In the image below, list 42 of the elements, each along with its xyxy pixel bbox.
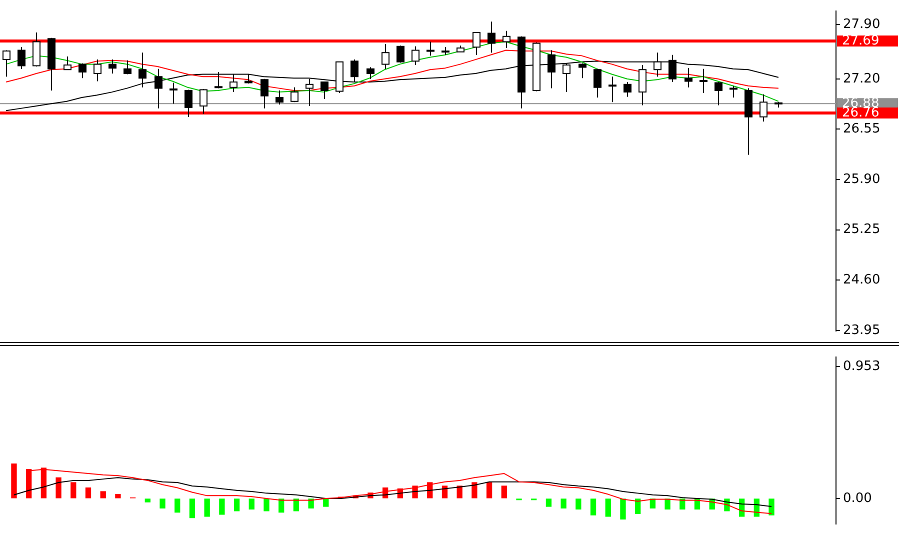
bar <box>442 486 448 498</box>
bar <box>56 477 62 498</box>
bar <box>204 498 210 517</box>
bar <box>635 498 641 514</box>
bar <box>248 498 254 510</box>
bar <box>70 482 76 498</box>
bar <box>174 498 180 513</box>
bar <box>144 498 150 502</box>
y-tick-label: 0.953 <box>843 358 880 374</box>
bar <box>85 487 92 498</box>
bar <box>234 498 240 512</box>
bar <box>264 498 270 512</box>
bar <box>680 498 686 510</box>
y-tick-label: 27.90 <box>843 17 880 32</box>
y-tick-label: 24.60 <box>843 272 880 288</box>
bar <box>664 498 670 510</box>
bar <box>560 498 566 508</box>
bar <box>472 482 478 498</box>
y-tick-label: 0.00 <box>843 490 872 506</box>
y-tick-label: 25.25 <box>843 222 880 238</box>
bar <box>768 498 774 516</box>
bar <box>189 498 196 518</box>
bar <box>160 498 166 508</box>
y-tick-label: 27.20 <box>843 71 880 86</box>
bar <box>620 498 626 520</box>
bar <box>590 498 596 516</box>
bar <box>546 498 552 507</box>
y-tick-label: 25.90 <box>843 172 880 187</box>
bar <box>115 494 121 498</box>
y-tick-label: 26.55 <box>843 122 880 137</box>
bar <box>605 498 611 517</box>
bar <box>100 491 106 498</box>
bar <box>501 486 507 498</box>
bar <box>11 464 17 498</box>
bar <box>219 498 225 515</box>
bar <box>278 498 284 513</box>
bar <box>456 486 462 498</box>
bar <box>486 482 492 498</box>
bar <box>576 498 582 510</box>
bar <box>323 498 329 507</box>
bar <box>412 486 418 498</box>
y-tick-label: 23.95 <box>843 322 880 338</box>
